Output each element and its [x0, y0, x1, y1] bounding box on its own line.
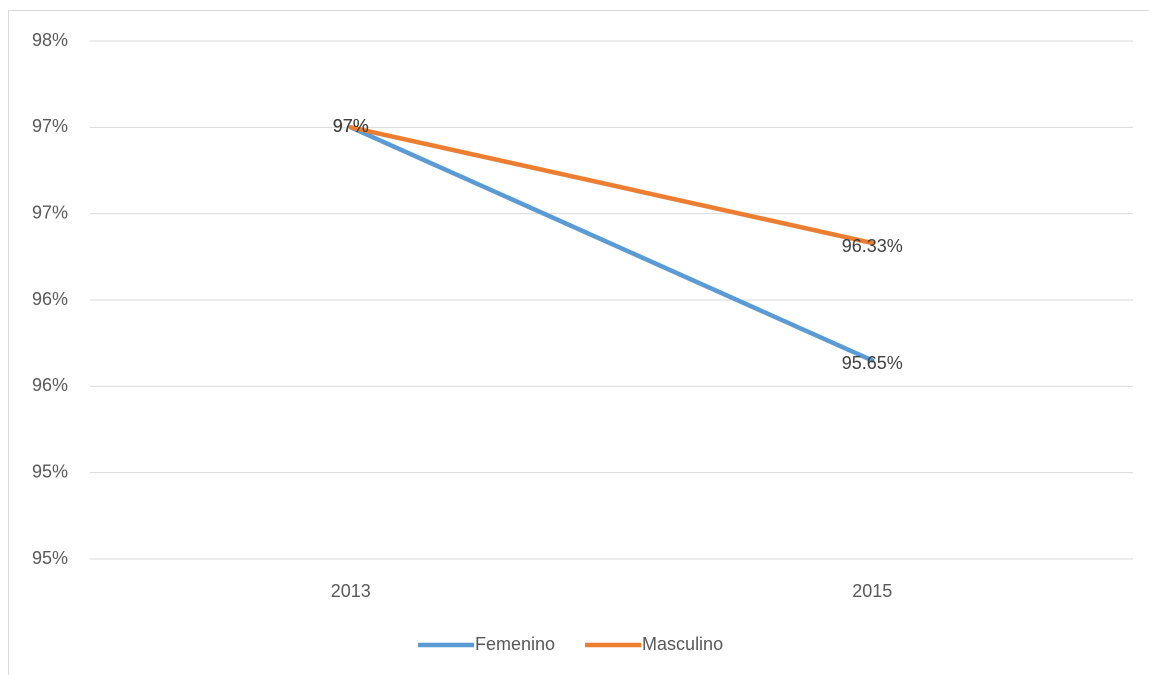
- legend-label: Femenino: [475, 634, 555, 654]
- y-tick-label: 97%: [32, 116, 68, 136]
- y-tick-label: 95%: [32, 548, 68, 568]
- series-line: [348, 125, 875, 363]
- y-tick-label: 95%: [32, 461, 68, 481]
- data-label: 97%: [333, 116, 369, 136]
- y-tick-label: 96%: [32, 289, 68, 309]
- x-tick-label: 2013: [331, 581, 371, 601]
- data-label: 96.33%: [842, 236, 903, 256]
- y-tick-label: 98%: [32, 30, 68, 50]
- data-label: 95.65%: [842, 353, 903, 373]
- y-tick-label: 96%: [32, 375, 68, 395]
- x-tick-label: 2015: [852, 581, 892, 601]
- y-tick-label: 97%: [32, 202, 68, 222]
- data-label: 97%: [333, 116, 369, 136]
- legend-label: Masculino: [642, 634, 723, 654]
- series-line: [348, 125, 875, 246]
- chart-border: [8, 10, 1149, 675]
